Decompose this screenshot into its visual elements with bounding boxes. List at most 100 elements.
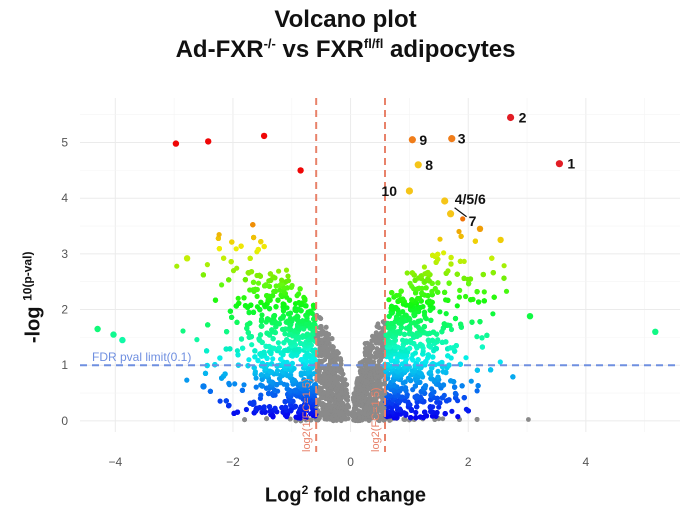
y-tick-label: 0: [61, 414, 68, 428]
gene-point: [239, 387, 245, 393]
gene-point: [434, 399, 440, 405]
gene-point: [497, 359, 503, 365]
gene-point: [417, 414, 423, 420]
gene-point: [414, 404, 420, 410]
gene-point: [435, 368, 441, 374]
gene-point: [258, 372, 265, 378]
gene-point: [446, 362, 452, 368]
gene-point: [400, 337, 406, 343]
gene-point: [417, 341, 423, 347]
gene-point: [449, 408, 455, 414]
gene-point: [455, 414, 461, 420]
gene-point: [459, 383, 465, 389]
gene-point: [440, 369, 446, 375]
gene-point: [241, 382, 247, 388]
gene-point: [275, 340, 281, 346]
gene-point: [246, 357, 252, 363]
gene-point: [263, 343, 269, 349]
gene-point: [428, 408, 434, 415]
gene-point: [270, 356, 276, 362]
gene-point: [258, 392, 264, 398]
gene-point: [251, 399, 257, 405]
gene-point: [207, 388, 213, 394]
gene-point: [234, 348, 240, 354]
gene-point: [242, 417, 248, 423]
x-tick-label: 2: [465, 455, 472, 469]
gene-point: [252, 348, 258, 354]
gene-point: [453, 343, 459, 349]
gene-point: [436, 404, 442, 410]
gene-point: [475, 383, 481, 389]
gene-point: [338, 356, 343, 361]
gene-point: [264, 416, 269, 422]
gene-point: [408, 415, 414, 421]
gene-point: [329, 336, 335, 342]
gene-point: [374, 346, 380, 351]
chart-title-line1: Volcano plot: [274, 6, 417, 33]
gene-point: [413, 409, 419, 416]
x-tick-label: −4: [108, 455, 122, 469]
gene-point: [284, 411, 291, 417]
gene-point: [474, 388, 480, 394]
gene-point: [184, 377, 190, 383]
gene-point: [243, 406, 249, 413]
gene-point: [276, 345, 282, 351]
gene-point: [282, 399, 288, 405]
gene-point: [293, 414, 299, 420]
gene-point: [440, 416, 446, 422]
gene-point: [222, 371, 228, 377]
gene-point: [252, 354, 258, 360]
gene-point: [440, 382, 447, 388]
gene-point: [283, 404, 289, 410]
gene-point: [302, 401, 308, 407]
gene-point: [217, 355, 223, 361]
gene-point: [284, 337, 290, 343]
gene-point: [298, 370, 304, 376]
gene-point: [429, 386, 435, 392]
gene-point: [278, 356, 284, 362]
gene-point: [240, 345, 246, 351]
gene-point: [452, 390, 458, 396]
y-tick-label: 3: [61, 247, 68, 261]
gene-point: [425, 352, 431, 358]
gene-point: [402, 398, 408, 404]
x-tick-label: −2: [226, 455, 240, 469]
chart-title-line2: Ad-FXR-/- vs FXRfl/fl adipocytes: [175, 36, 516, 63]
gene-point: [488, 367, 494, 373]
gene-point: [204, 348, 210, 354]
gene-point: [389, 409, 395, 415]
gene-point: [445, 353, 451, 359]
gene-point: [463, 406, 469, 412]
gene-point: [463, 355, 469, 361]
gene-point: [217, 398, 223, 404]
gene-point: [301, 412, 307, 418]
gene-point: [434, 410, 440, 416]
gene-point: [234, 409, 241, 415]
gene-point: [364, 340, 370, 346]
gene-point: [402, 385, 409, 391]
y-tick-label: 4: [61, 191, 68, 205]
gene-point: [435, 374, 441, 380]
x-tick-label: 4: [583, 455, 590, 469]
gene-point: [226, 402, 232, 408]
gene-point: [227, 346, 233, 352]
gene-point: [266, 404, 273, 410]
gene-point: [343, 387, 349, 393]
gene-point: [441, 392, 447, 398]
gene-point: [413, 415, 419, 421]
gene-point: [202, 370, 209, 376]
gene-point: [194, 337, 200, 343]
gene-point: [448, 378, 454, 384]
gene-point: [274, 368, 281, 374]
gene-point: [427, 404, 433, 410]
gene-point: [423, 383, 429, 389]
gene-point: [510, 374, 516, 380]
gene-point: [435, 337, 441, 343]
y-tick-label: 2: [61, 303, 68, 317]
gene-point: [414, 393, 420, 399]
gene-point: [308, 417, 314, 423]
gene-point: [415, 357, 421, 363]
gene-point: [253, 384, 259, 390]
gene-point: [261, 404, 267, 410]
gene-point: [474, 367, 480, 373]
